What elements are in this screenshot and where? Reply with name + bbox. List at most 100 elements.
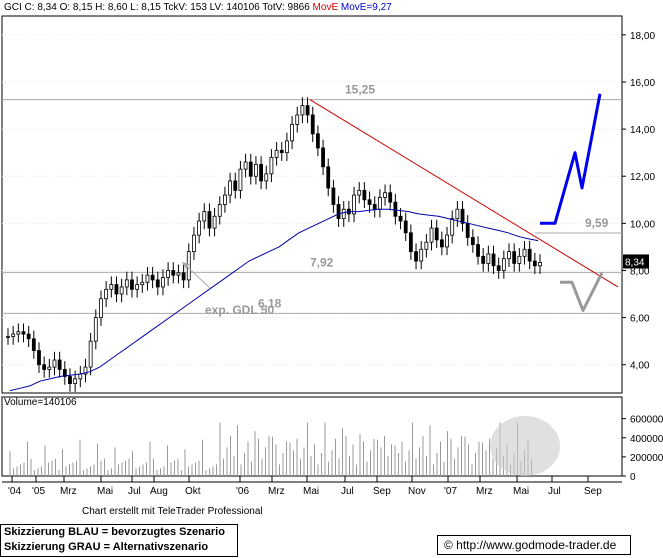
candle <box>88 340 93 368</box>
x-tick-label: Mrz <box>268 486 285 497</box>
y-tick-label: 14,00 <box>630 125 655 136</box>
x-tick-label: Mrz <box>476 486 493 497</box>
candle <box>124 279 129 288</box>
candle <box>197 220 202 236</box>
candle <box>274 149 279 158</box>
candle <box>424 241 429 250</box>
candle <box>316 133 320 149</box>
y-tick-label: 18,00 <box>630 31 655 42</box>
candle <box>408 232 413 253</box>
gdl-label: exp. GDL 50 <box>205 303 274 317</box>
x-tick-label: Nov <box>408 486 426 497</box>
candle <box>352 194 356 215</box>
candle <box>83 366 88 375</box>
volume-label: Volume=140106 <box>4 397 77 408</box>
candle <box>538 262 542 267</box>
price-tag <box>623 254 649 269</box>
candle <box>336 204 341 220</box>
candle <box>73 378 78 384</box>
candle <box>279 149 284 154</box>
candle <box>481 255 486 264</box>
candle <box>109 284 114 290</box>
volume-highlight <box>490 416 560 476</box>
candle <box>486 253 491 264</box>
candle <box>192 234 196 253</box>
candle <box>104 288 109 300</box>
candle <box>207 211 212 229</box>
candle <box>114 284 119 295</box>
candle <box>78 373 83 380</box>
candle <box>16 331 21 335</box>
candle <box>26 333 31 340</box>
x-tick-label: Mai <box>97 486 113 497</box>
y-tick-label: 4,00 <box>630 361 650 372</box>
x-tick-label: '07 <box>444 486 457 497</box>
candle <box>155 279 160 288</box>
candle <box>176 272 181 276</box>
volume-tick-label: 400000 <box>630 434 663 445</box>
candle <box>171 270 176 276</box>
candle <box>6 336 10 338</box>
x-tick-label: Mrz <box>60 486 77 497</box>
candle <box>31 338 36 351</box>
candle <box>434 227 439 241</box>
candle <box>326 166 331 189</box>
y-tick-label: 6,00 <box>630 314 650 325</box>
ma-label: MovE <box>312 2 339 13</box>
candle <box>300 105 305 116</box>
blue-scenario <box>540 93 602 225</box>
y-tick-label: 16,00 <box>630 78 655 89</box>
candle <box>321 147 325 168</box>
candle <box>145 274 150 283</box>
candle <box>62 369 67 377</box>
candle <box>512 251 517 264</box>
candle <box>52 359 57 368</box>
grey-scenario <box>560 272 604 312</box>
candle <box>93 317 98 342</box>
symbol-info-text: GCI C: 8,34 O: 8,15 H: 8,60 L: 8,15 TckV… <box>4 2 392 13</box>
legend-blue: Skizzierung BLAU = bevorzugtes Szenario <box>4 526 225 538</box>
candle <box>295 114 300 125</box>
candle <box>517 255 522 264</box>
level-label: 7,92 <box>310 255 334 269</box>
candle <box>11 333 16 337</box>
candle <box>42 364 47 370</box>
price-tag-label: 8,34 <box>625 257 645 268</box>
candle <box>501 258 506 271</box>
candle <box>445 234 449 248</box>
candle <box>264 173 269 182</box>
candle <box>47 366 52 370</box>
volume-tick-label: 200000 <box>630 453 663 464</box>
level-label: 6,18 <box>258 296 282 310</box>
candle <box>269 156 274 175</box>
candle <box>496 265 501 271</box>
legend-box: Skizzierung BLAU = bevorzugtes Szenario … <box>0 524 238 557</box>
candle <box>341 208 346 220</box>
legend-grey: Skizzierung GRAU = Alternativszenario <box>4 541 209 553</box>
x-tick-label: Mai <box>303 486 319 497</box>
candle <box>243 161 248 170</box>
candle <box>398 215 403 222</box>
candle <box>135 284 140 290</box>
copyright-link[interactable]: © http://www.godmode-trader.de <box>437 535 631 555</box>
candle <box>223 194 227 205</box>
candle <box>377 197 382 210</box>
x-tick-label: Aug <box>150 486 168 497</box>
candle <box>248 161 253 177</box>
candle <box>362 189 367 201</box>
candle <box>166 270 171 278</box>
candle <box>470 237 475 245</box>
volume-tick-label: 0 <box>630 472 636 483</box>
candle <box>150 274 155 281</box>
candle <box>161 277 165 288</box>
candle <box>383 192 387 198</box>
x-tick-label: Sep <box>584 486 602 497</box>
candle <box>476 244 480 257</box>
x-tick-label: '04 <box>8 486 21 497</box>
candle <box>285 140 289 154</box>
candle <box>233 180 238 191</box>
x-tick-label: Jul <box>128 486 141 497</box>
x-tick-label: '06 <box>236 486 249 497</box>
